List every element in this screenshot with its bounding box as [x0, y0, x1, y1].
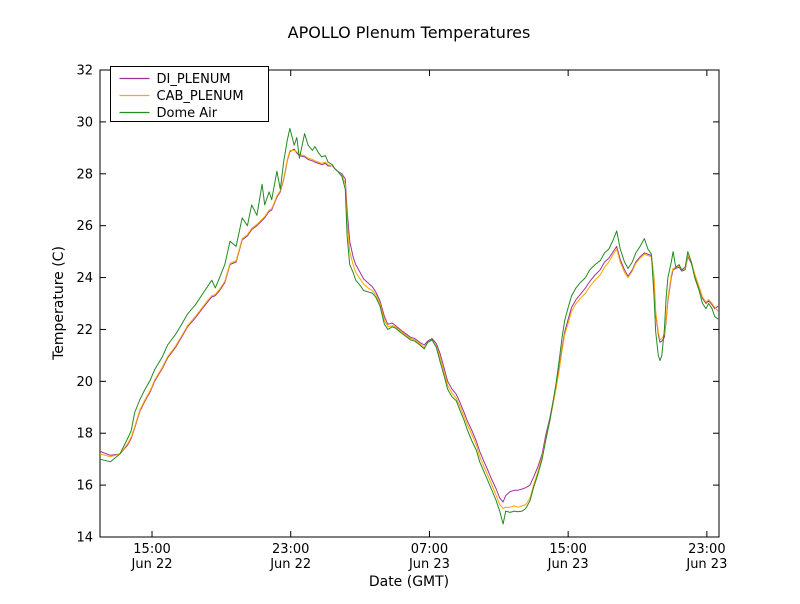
series-line-di-plenum	[99, 148, 719, 503]
chart-title: APOLLO Plenum Temperatures	[288, 23, 531, 42]
x-tick-label-time: 23:00	[688, 542, 725, 557]
x-tick-label-date: Jun 22	[269, 557, 311, 572]
x-tick-label-date: Jun 23	[547, 557, 589, 572]
y-axis-label: Temperature (C)	[51, 246, 67, 361]
y-tick-label: 14	[76, 531, 93, 546]
legend-label-cab-plenum: CAB_PLENUM	[157, 89, 244, 104]
x-tick-label-time: 15:00	[133, 542, 170, 557]
x-tick-label-date: Jun 22	[131, 557, 173, 572]
x-tick-label-time: 15:00	[549, 542, 586, 557]
y-tick-label: 28	[76, 167, 93, 182]
axes-frame	[99, 69, 720, 538]
x-axis-label: Date (GMT)	[369, 574, 449, 590]
x-tick-label-time: 23:00	[272, 542, 309, 557]
series-line-dome-air	[99, 127, 719, 525]
y-tick-label: 20	[76, 375, 93, 390]
y-tick-label: 18	[76, 427, 93, 442]
legend-label-di-plenum: DI_PLENUM	[157, 72, 231, 87]
y-tick-label: 24	[76, 271, 93, 286]
y-tick-label: 32	[76, 64, 93, 79]
legend-label-dome-air: Dome Air	[157, 106, 218, 121]
x-tick-label-time: 07:00	[411, 542, 448, 557]
y-tick-label: 16	[76, 479, 93, 494]
x-tick-label-date: Jun 23	[408, 557, 450, 572]
x-tick-label-date: Jun 23	[685, 557, 727, 572]
series-line-cab-plenum	[99, 149, 719, 509]
y-tick-label: 26	[76, 219, 93, 234]
y-tick-label: 30	[76, 115, 93, 130]
y-tick-label: 22	[76, 323, 93, 338]
